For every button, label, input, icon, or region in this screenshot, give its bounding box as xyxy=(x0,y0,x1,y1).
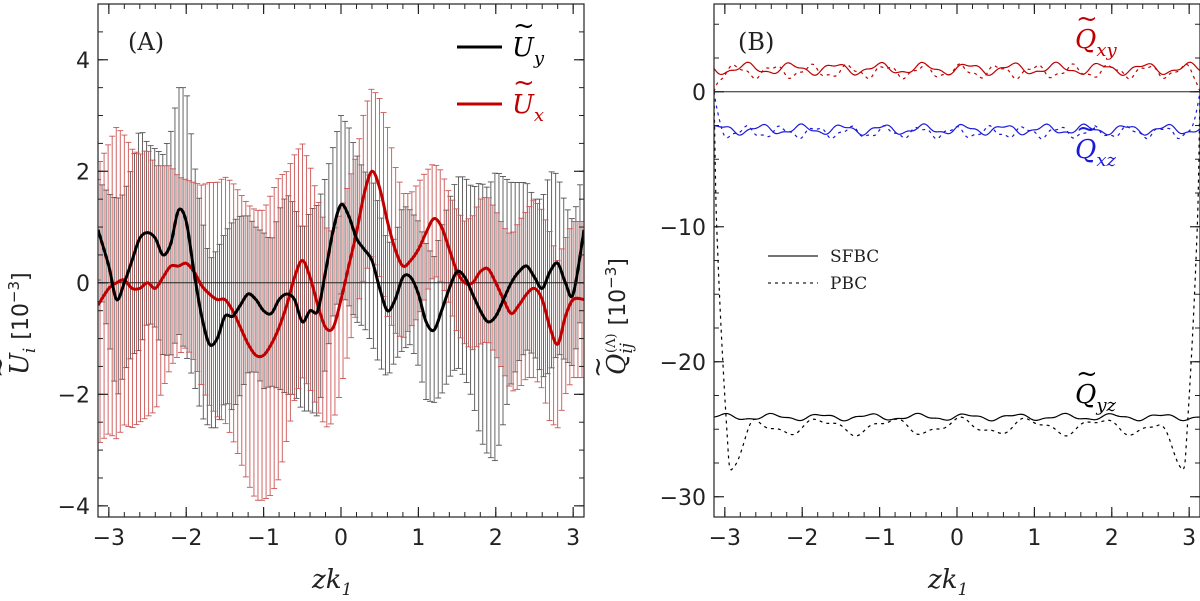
panel-a-y-axis-unit-exp: −3 xyxy=(5,281,23,303)
panel-a-xtick-label: −2 xyxy=(170,526,202,551)
annotation-qxy-symbol: Q xyxy=(1075,25,1096,55)
annotation-qxz-symbol: Q xyxy=(1075,135,1096,165)
legend-ux-sub: x xyxy=(534,105,544,126)
legend-pbc-label: PBC xyxy=(830,274,867,294)
annotation-qyz: Qyz xyxy=(1075,380,1116,416)
panel-a-xtick-label: 1 xyxy=(411,526,425,551)
panel-a-xtick-label: 3 xyxy=(566,526,580,551)
annotation-qxy: Qxy xyxy=(1075,25,1117,61)
panel-b-series-1 xyxy=(714,63,1200,92)
panel-a-ytick-label: −2 xyxy=(58,383,90,408)
panel-a-y-axis-symbol: U xyxy=(5,352,35,375)
panel-b-series-5 xyxy=(714,91,1200,471)
panel-a-y-axis-unit-close: ] xyxy=(9,272,34,281)
panel-a-y-axis-sub: i xyxy=(20,348,40,353)
legend-uy-tilde: ~ xyxy=(513,11,535,41)
panel-b-x-axis-sub: 1 xyxy=(957,580,968,600)
panel-a-x-axis-sub: 1 xyxy=(341,580,352,600)
legend-uy-symbol: U xyxy=(512,33,535,63)
panel-b-y-axis-symbol: Q xyxy=(602,354,632,375)
panel-b-ticks: −3 −2 −1 0 1 2 3−30−20−100 xyxy=(660,4,1200,551)
panel-b: −3 −2 −1 0 1 2 3−30−20−100 (B) SFBC PBC Qxy ~ … xyxy=(583,3,1200,600)
panel-b-ytick-label: −10 xyxy=(660,216,706,241)
panel-b-xtick-label: −1 xyxy=(863,526,895,551)
panel-b-x-axis-symbol: zk xyxy=(927,565,957,595)
legend-uy-sub: y xyxy=(533,48,545,69)
panel-b-legend: SFBC PBC xyxy=(768,247,879,294)
panel-b-y-axis-title: Qij(Λ) [10−3] ~ xyxy=(583,258,637,378)
annotation-qxz: Qxz xyxy=(1075,135,1116,171)
panel-b-y-axis-unit-close: ] xyxy=(606,258,631,267)
panel-a-ticks: −3 −2 −1 0 1 2 3 −4 −2 0 2 4 xyxy=(58,3,584,551)
panel-a-y-axis-title: Ui [10−3] ~ xyxy=(0,272,40,378)
panel-a-legend: Uy ~ Ux ~ xyxy=(457,11,545,126)
panel-a-ytick-label: 2 xyxy=(76,160,90,185)
annotation-qyz-sub: yz xyxy=(1095,395,1116,416)
panel-b-y-axis-sub: ij xyxy=(617,342,637,353)
panel-b-y-axis-text: Qij(Λ) [10−3] xyxy=(602,258,637,375)
panel-b-frame xyxy=(713,3,1200,518)
panel-b-label: (B) xyxy=(738,28,774,56)
panel-b-xtick-label: −3 xyxy=(709,526,741,551)
legend-uy-label: Uy xyxy=(512,33,545,69)
panel-a-plot-area xyxy=(98,87,584,501)
panel-b-series-group xyxy=(714,61,1200,471)
annotation-qyz-symbol: Q xyxy=(1075,380,1096,410)
panel-b-series-2 xyxy=(714,123,1200,136)
panel-a-xtick-label: −3 xyxy=(93,526,125,551)
panel-b-y-axis-unit-exp: −3 xyxy=(602,267,620,289)
panel-a-y-axis-text: Ui [10−3] xyxy=(5,272,40,375)
legend-ux-tilde: ~ xyxy=(513,68,535,98)
panel-b-series-4 xyxy=(714,412,1200,422)
panel-a-series-group xyxy=(98,87,584,501)
panel-b-xtick-label: 3 xyxy=(1182,526,1196,551)
panel-b-xtick-label: 0 xyxy=(950,526,964,551)
panel-a-ytick-label: 0 xyxy=(76,272,90,297)
panel-b-ytick-label: −30 xyxy=(660,486,706,511)
panel-a-xtick-label: 2 xyxy=(489,526,503,551)
panel-b-y-axis-sup: (Λ) xyxy=(604,333,619,353)
legend-sfbc-label: SFBC xyxy=(830,247,879,267)
panel-a-x-axis-symbol: zk xyxy=(311,565,341,595)
panel-b-xtick-label: −2 xyxy=(786,526,818,551)
panel-a-xtick-label: −1 xyxy=(247,526,279,551)
ux-series-line xyxy=(98,169,584,359)
panel-b-y-axis-unit: [10 xyxy=(606,289,631,326)
annotation-qxz-sub: xz xyxy=(1096,150,1116,171)
panel-b-ytick-label: −20 xyxy=(660,351,706,376)
panel-a-x-axis-title: zk1 xyxy=(311,565,352,600)
panel-a-ytick-label: 4 xyxy=(76,49,90,74)
panel-b-y-axis-tilde: ~ xyxy=(583,356,613,378)
panel-b-plot-area xyxy=(714,61,1200,471)
annotation-qxy-sub: xy xyxy=(1096,40,1117,61)
panel-a-ytick-label: −4 xyxy=(58,495,90,520)
panel-b-xtick-label: 2 xyxy=(1105,526,1119,551)
legend-ux-symbol: U xyxy=(512,90,535,120)
panel-b-series-3 xyxy=(714,91,1200,140)
panel-a-label: (A) xyxy=(128,28,164,56)
panel-b-xtick-label: 1 xyxy=(1027,526,1041,551)
legend-ux-label: Ux xyxy=(512,90,544,126)
panel-b-x-axis-title: zk1 xyxy=(927,565,968,600)
panel-b-ytick-label: 0 xyxy=(692,81,706,106)
panel-b-annotations: Qxy ~ Qxz ~ Qyz ~ xyxy=(1075,4,1117,416)
panel-b-series-0 xyxy=(714,61,1200,77)
panel-a-xtick-label: 0 xyxy=(334,526,348,551)
uy-series-line xyxy=(98,202,584,347)
annotation-qxz-tilde: ~ xyxy=(1076,114,1098,144)
panel-a-y-axis-unit: [10 xyxy=(9,303,34,340)
panel-a-y-axis-tilde: ~ xyxy=(0,356,15,378)
annotation-qyz-tilde: ~ xyxy=(1076,359,1098,389)
annotation-qxy-tilde: ~ xyxy=(1076,4,1098,34)
